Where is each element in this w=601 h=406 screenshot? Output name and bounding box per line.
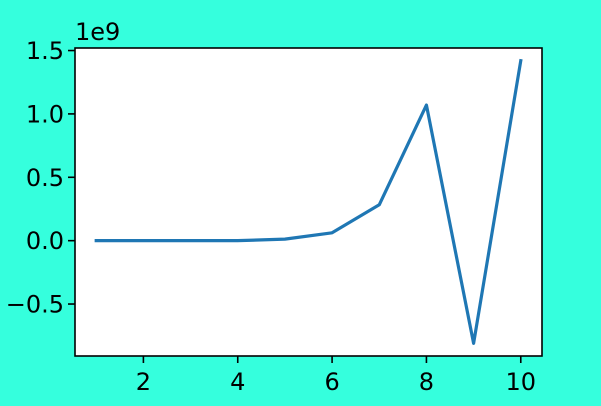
y-tick-label: 0.5 bbox=[26, 164, 64, 192]
y-tick-label: 0.0 bbox=[26, 227, 64, 255]
series-line bbox=[94, 58, 523, 345]
ticks-layer: 2 4 6 8 10 −0.5 0.0 0.5 1.0 1.5 bbox=[6, 37, 536, 396]
y-offset-label: 1e9 bbox=[75, 18, 120, 46]
x-tick-label: 2 bbox=[136, 368, 151, 396]
x-tick-label: 6 bbox=[324, 368, 339, 396]
y-tick-label: −0.5 bbox=[6, 291, 64, 319]
plot-frame bbox=[74, 47, 543, 357]
y-tick-label: 1.0 bbox=[26, 100, 64, 128]
series-layer bbox=[94, 58, 523, 345]
plot-area bbox=[75, 48, 542, 356]
x-tick-label: 8 bbox=[419, 368, 434, 396]
y-tick-label: 1.5 bbox=[26, 37, 64, 65]
x-tick-label: 4 bbox=[230, 368, 245, 396]
x-tick-label: 10 bbox=[505, 368, 536, 396]
